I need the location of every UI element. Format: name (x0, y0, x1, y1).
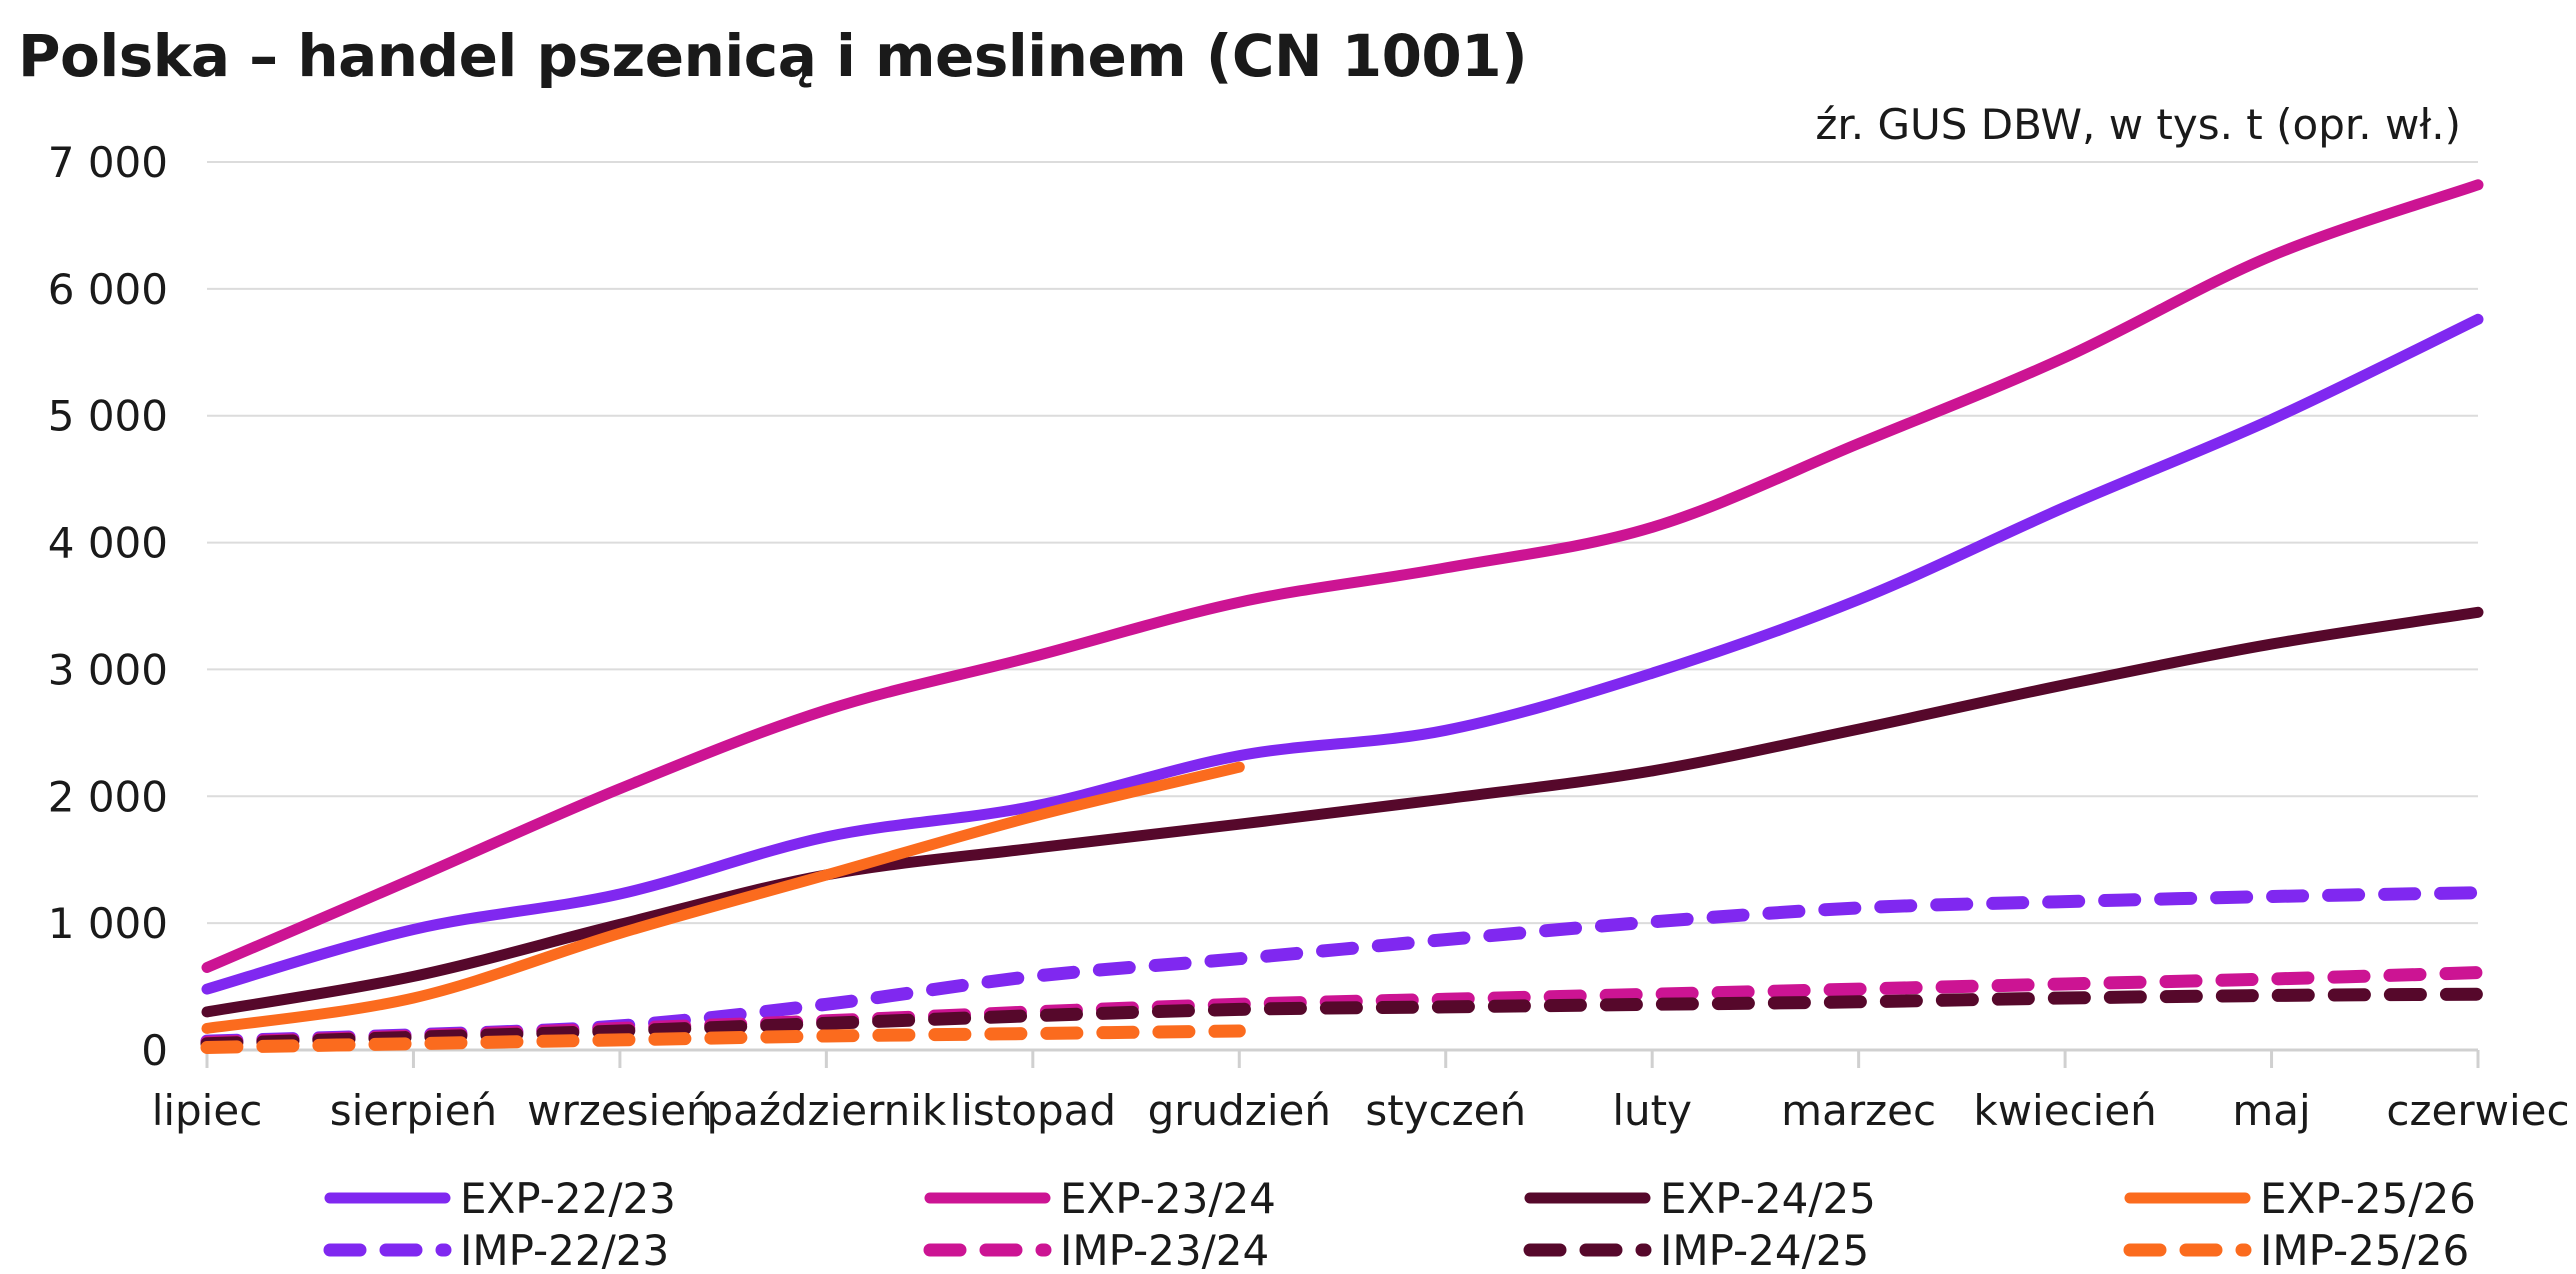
legend-label: EXP-23/24 (1060, 1174, 1276, 1223)
legend-item-exp-25-26: EXP-25/26 (2124, 1174, 2476, 1223)
series-line-exp-22-23 (201, 313, 2484, 995)
legend-item-exp-23-24: EXP-23/24 (924, 1174, 1276, 1223)
x-tick-label: październik (706, 1086, 946, 1135)
y-tick-label: 1 000 (48, 899, 168, 948)
series-line-imp-25-26 (200, 1024, 1246, 1054)
legend-item-imp-22-23: IMP-22/23 (323, 1226, 669, 1274)
legend-label: EXP-22/23 (460, 1174, 676, 1223)
legend-label: IMP-23/24 (1060, 1226, 1269, 1274)
x-tick-label: kwiecień (1973, 1086, 2156, 1135)
y-tick-label: 6 000 (48, 265, 168, 314)
chart-title: Polska – handel pszenicą i meslinem (CN … (18, 22, 1528, 90)
legend: EXP-22/23 EXP-23/24 EXP-24/25 EXP-25/26IMP-… (323, 1174, 2476, 1274)
x-tick-label: wrzesień (527, 1086, 713, 1135)
legend-item-imp-25-26: IMP-25/26 (2123, 1226, 2469, 1274)
legend-item-exp-22-23: EXP-22/23 (324, 1174, 676, 1223)
x-tick-label: czerwiec (2386, 1086, 2569, 1135)
legend-item-exp-24-25: EXP-24/25 (1524, 1174, 1876, 1223)
x-tick-label: listopad (950, 1086, 1116, 1135)
x-tick-label: maj (2232, 1086, 2310, 1135)
series-line-exp-25-26 (201, 761, 1245, 1034)
x-tick-label: marzec (1781, 1086, 1936, 1135)
series-lines (200, 179, 2485, 1054)
legend-label: IMP-22/23 (460, 1226, 669, 1274)
legend-label: IMP-25/26 (2260, 1226, 2469, 1274)
series-line-exp-23-24 (201, 179, 2484, 973)
legend-label: IMP-24/25 (1660, 1226, 1869, 1274)
series-line-exp-24-25 (201, 606, 2484, 1018)
y-tick-label: 0 (141, 1026, 168, 1075)
x-tick-label: styczeń (1365, 1086, 1526, 1135)
y-tick-label: 5 000 (48, 392, 168, 441)
legend-label: EXP-24/25 (1660, 1174, 1876, 1223)
series-line-imp-22-23 (200, 886, 2485, 1048)
chart-source-note: źr. GUS DBW, w tys. t (opr. wł.) (1815, 100, 2461, 149)
legend-item-imp-23-24: IMP-23/24 (923, 1226, 1269, 1274)
legend-label: EXP-25/26 (2260, 1174, 2476, 1223)
x-tick-label: luty (1612, 1086, 1692, 1135)
y-tick-label: 2 000 (48, 772, 168, 821)
grid-lines (207, 161, 2478, 1052)
x-tick-label: grudzień (1148, 1086, 1331, 1135)
y-tick-label: 4 000 (48, 519, 168, 568)
series-line-imp-24-25 (200, 987, 2485, 1051)
y-tick-label: 3 000 (48, 645, 168, 694)
x-tick-label: lipiec (152, 1086, 263, 1135)
y-axis: 0 1 000 2 000 3 000 4 000 5 000 6 000 7 000 (48, 138, 168, 1075)
legend-item-imp-24-25: IMP-24/25 (1523, 1226, 1869, 1274)
y-tick-label: 7 000 (48, 138, 168, 187)
x-tick-label: sierpień (330, 1086, 497, 1135)
